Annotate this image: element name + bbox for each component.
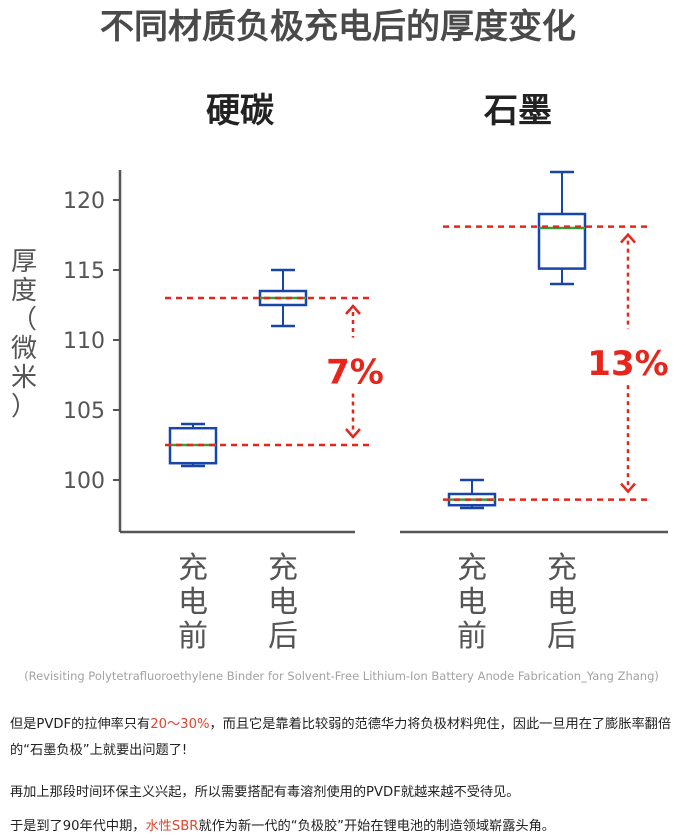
figure-caption: (Revisiting Polytetrafluoroethylene Bind… [24,669,659,683]
highlight-text: 水性SBR [145,819,199,834]
y-axis-label-char: ） [11,392,37,422]
arrow-head-down [345,428,361,439]
x-category-char: 后 [268,619,298,654]
x-category-char: 电 [457,585,487,620]
x-category-char: 前 [457,619,487,654]
paragraph-text: 再加上那段时间环保主义兴起，所以需要搭配有毒溶剂使用的PVDF就越来越不受待见。 [10,785,520,800]
y-axis-label-char: 米 [11,363,37,393]
y-tick-label: 105 [63,399,105,424]
paragraph-text: 就作为新一代的“负极胶”开始在锂电池的制造领域崭露头角。 [198,819,555,834]
change-annotation: 7% [326,353,384,393]
x-category-char: 后 [547,619,577,654]
paragraph-text: 但是PVDF的拉伸率只有 [10,717,151,732]
paragraph-text: ，而且它是靠着比较弱的范德华力将负极材料兜住，因此一旦用在了膨胀率翻倍的“石墨负… [10,717,672,758]
paragraph-3: 于是到了90年代中期，水性SBR就作为新一代的“负极胶”开始在锂电池的制造领域崭… [10,814,675,840]
paragraph-text: 于是到了90年代中期， [10,819,146,834]
box-iqr [537,212,587,270]
x-category-char: 电 [547,585,577,620]
arrow-head-up [620,232,636,244]
y-tick-label: 100 [63,469,105,494]
x-category-char: 充 [268,551,298,586]
x-category-char: 前 [178,619,208,654]
x-category-char: 充 [178,551,208,586]
chart-title: 不同材质负极充电后的厚度变化 [100,7,576,47]
paragraph-1: 但是PVDF的拉伸率只有20～30%，而且它是靠着比较弱的范德华力将负极材料兜住… [10,712,675,764]
panel-title: 石墨 [483,91,552,131]
arrow-head-down [620,482,636,494]
y-axis-label-char: （ [11,305,37,335]
y-tick-label: 110 [63,329,105,354]
paragraph-2: 再加上那段时间环保主义兴起，所以需要搭配有毒溶剂使用的PVDF就越来越不受待见。 [10,780,675,806]
highlight-text: 20～30% [150,717,210,732]
x-category-char: 充 [547,551,577,586]
y-tick-label: 115 [63,259,105,284]
y-tick-label: 120 [63,189,105,214]
arrow-head-up [345,304,361,315]
x-category-char: 电 [178,585,208,620]
y-axis-label-char: 微 [11,334,37,364]
y-axis-label-char: 度 [11,276,37,306]
x-category-char: 电 [268,585,298,620]
change-annotation: 13% [587,344,668,384]
y-axis-label-char: 厚 [11,247,37,277]
x-category-char: 充 [457,551,487,586]
panel-title: 硬碳 [206,91,275,131]
thickness-boxplot-figure: 不同材质负极充电后的厚度变化厚度（微米）100105110115120硬碳充电前… [11,7,669,654]
